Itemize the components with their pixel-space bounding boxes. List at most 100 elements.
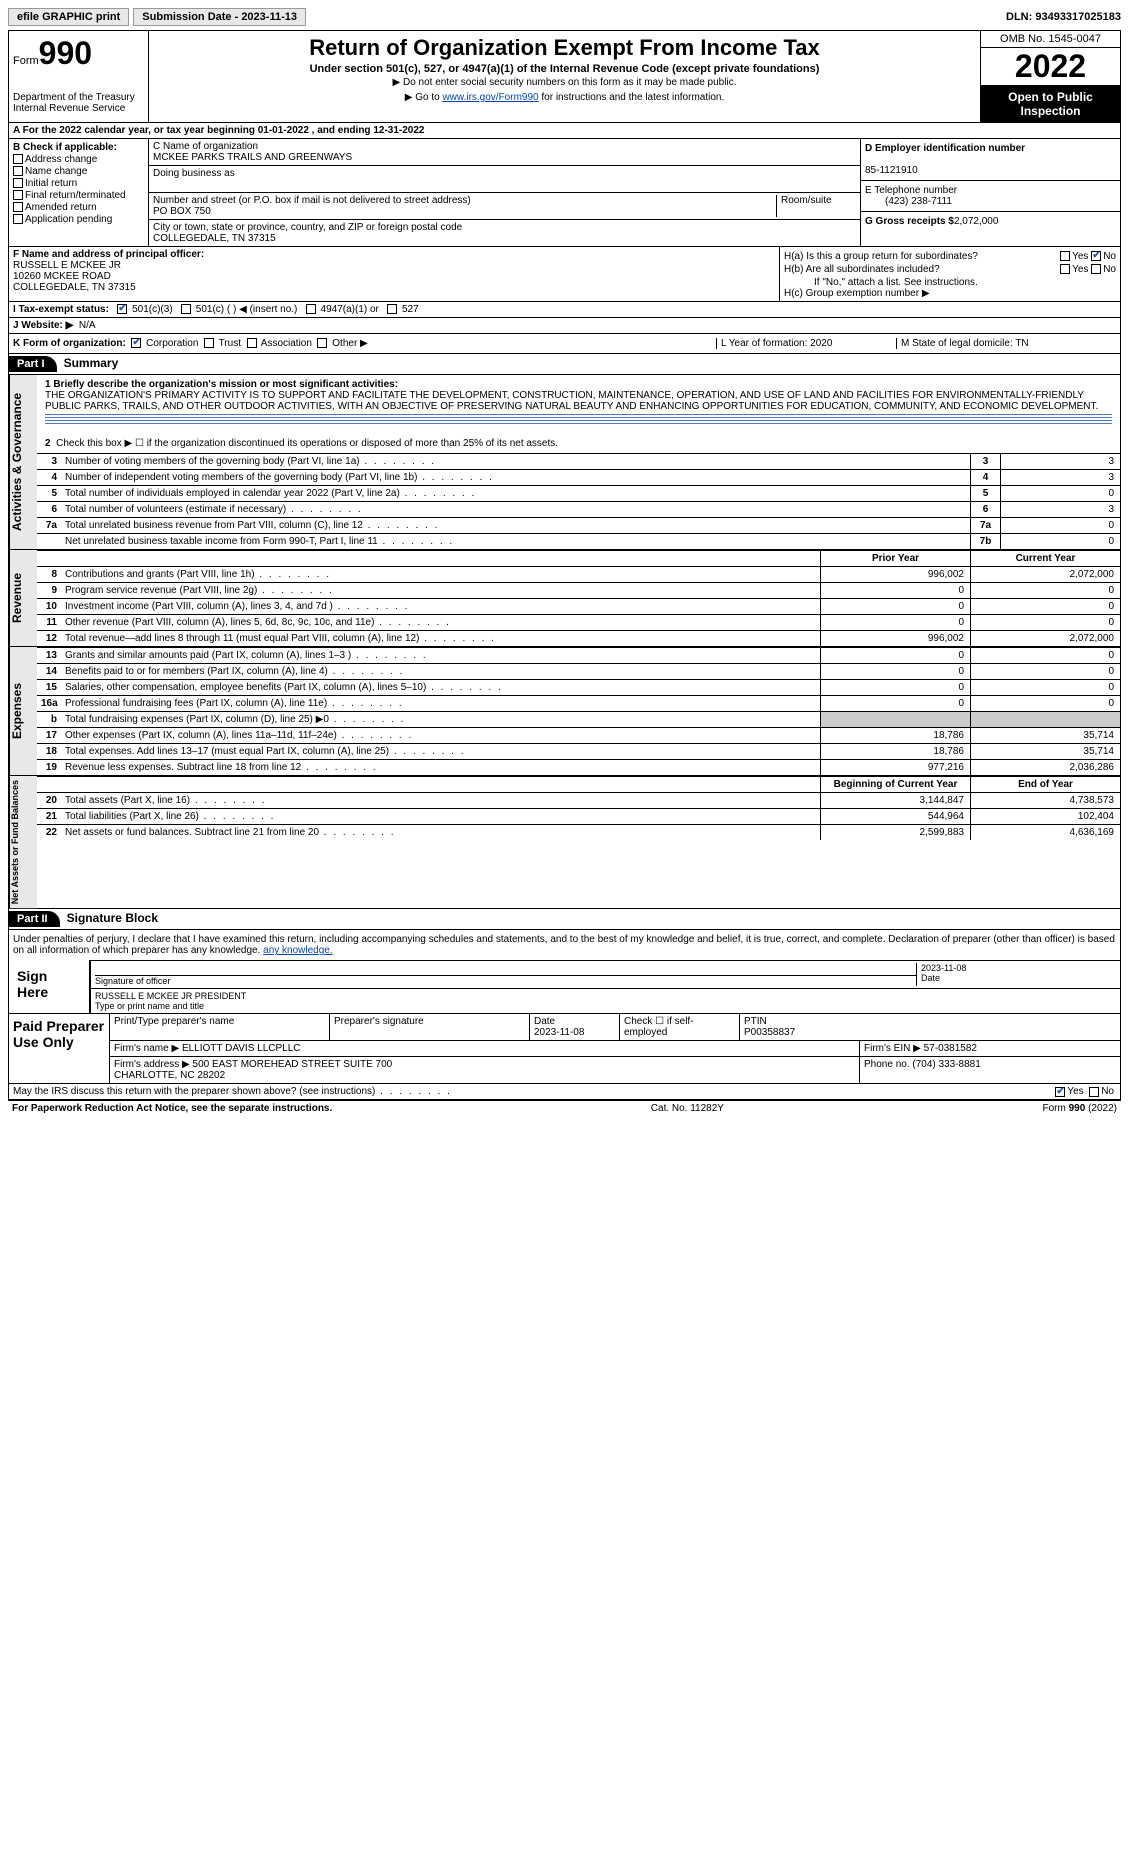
form-note-ssn: ▶ Do not enter social security numbers o… bbox=[153, 77, 976, 88]
part1-title: Summary bbox=[64, 356, 119, 370]
paperwork-notice: For Paperwork Reduction Act Notice, see … bbox=[12, 1103, 332, 1114]
data-row: 10Investment income (Part VIII, column (… bbox=[37, 598, 1120, 614]
cb-address-change[interactable] bbox=[13, 154, 23, 164]
open-to-public: Open to Public Inspection bbox=[981, 86, 1120, 122]
paid-preparer-label: Paid Preparer Use Only bbox=[9, 1014, 109, 1083]
dept-treasury: Department of the Treasury Internal Reve… bbox=[13, 92, 144, 114]
ptin: P00358837 bbox=[744, 1027, 795, 1038]
state-domicile: M State of legal domicile: TN bbox=[896, 338, 1116, 349]
data-row: 14Benefits paid to or for members (Part … bbox=[37, 663, 1120, 679]
page-footer: For Paperwork Reduction Act Notice, see … bbox=[8, 1100, 1121, 1116]
part1-header: Part I Summary bbox=[8, 354, 1121, 375]
tax-year: 2022 bbox=[981, 48, 1120, 86]
row-k-form-org: K Form of organization: Corporation Trus… bbox=[8, 334, 1121, 354]
gross-receipts: 2,072,000 bbox=[954, 216, 999, 227]
sign-here-label: Sign Here bbox=[9, 960, 89, 1013]
omb-number: OMB No. 1545-0047 bbox=[981, 31, 1120, 48]
form-label: Form bbox=[13, 55, 39, 67]
dln: DLN: 93493317025183 bbox=[1006, 11, 1121, 23]
col-f-officer: F Name and address of principal officer:… bbox=[9, 247, 780, 301]
cb-501c3[interactable] bbox=[117, 304, 127, 314]
telephone: (423) 238-7111 bbox=[885, 196, 952, 207]
data-row: 19Revenue less expenses. Subtract line 1… bbox=[37, 759, 1120, 775]
part2-label: Part II bbox=[9, 911, 60, 927]
vtab-expenses: Expenses bbox=[9, 647, 37, 775]
gov-row: 3Number of voting members of the governi… bbox=[37, 453, 1120, 469]
form-header: Form990 Department of the Treasury Inter… bbox=[8, 30, 1121, 123]
website-value: N/A bbox=[79, 320, 96, 331]
part2-header: Part II Signature Block bbox=[8, 909, 1121, 930]
form-link-row: ▶ Go to www.irs.gov/Form990 for instruct… bbox=[153, 92, 976, 103]
col-d-ein: D Employer identification number85-11219… bbox=[860, 139, 1120, 246]
col-b-checkboxes: B Check if applicable: Address change Na… bbox=[9, 139, 149, 246]
cb-501c[interactable] bbox=[181, 304, 191, 314]
part1-exp-section: Expenses 13Grants and similar amounts pa… bbox=[8, 647, 1121, 776]
part1-rev-section: Revenue Prior YearCurrent Year 8Contribu… bbox=[8, 550, 1121, 647]
any-knowledge-link[interactable]: any knowledge. bbox=[263, 945, 333, 956]
section-fh: F Name and address of principal officer:… bbox=[8, 247, 1121, 302]
col-c-org-info: C Name of organizationMCKEE PARKS TRAILS… bbox=[149, 139, 860, 246]
form-subtitle: Under section 501(c), 527, or 4947(a)(1)… bbox=[153, 63, 976, 75]
cb-ha-yes[interactable] bbox=[1060, 251, 1070, 261]
part1-ag-section: Activities & Governance 1 Briefly descri… bbox=[8, 375, 1121, 550]
row-j-website: J Website: ▶ N/A bbox=[8, 318, 1121, 334]
year-formation: L Year of formation: 2020 bbox=[716, 338, 896, 349]
cb-corporation[interactable] bbox=[131, 338, 141, 348]
firm-name: ELLIOTT DAVIS LLCPLLC bbox=[182, 1043, 301, 1054]
cb-initial-return[interactable] bbox=[13, 178, 23, 188]
efile-badge: efile GRAPHIC print bbox=[8, 8, 129, 26]
cb-application-pending[interactable] bbox=[13, 214, 23, 224]
data-row: bTotal fundraising expenses (Part IX, co… bbox=[37, 711, 1120, 727]
firm-ein: 57-0381582 bbox=[924, 1043, 977, 1054]
col-h-group: H(a) Is this a group return for subordin… bbox=[780, 247, 1120, 301]
data-row: 22Net assets or fund balances. Subtract … bbox=[37, 824, 1120, 840]
form-number: 990 bbox=[39, 35, 92, 71]
vtab-governance: Activities & Governance bbox=[9, 375, 37, 549]
cb-association[interactable] bbox=[247, 338, 257, 348]
part1-label: Part I bbox=[9, 356, 57, 372]
ein: 85-1121910 bbox=[865, 165, 918, 176]
gov-row: 6Total number of volunteers (estimate if… bbox=[37, 501, 1120, 517]
cb-other[interactable] bbox=[317, 338, 327, 348]
cb-name-change[interactable] bbox=[13, 166, 23, 176]
officer-signature-name: RUSSELL E MCKEE JR PRESIDENT bbox=[95, 991, 246, 1001]
cb-hb-no[interactable] bbox=[1091, 264, 1101, 274]
part2-title: Signature Block bbox=[67, 911, 158, 925]
gov-row: 7aTotal unrelated business revenue from … bbox=[37, 517, 1120, 533]
gov-row: 4Number of independent voting members of… bbox=[37, 469, 1120, 485]
officer-name: RUSSELL E MCKEE JR bbox=[13, 260, 121, 271]
row-i-tax-status: I Tax-exempt status: 501(c)(3) 501(c) ( … bbox=[8, 302, 1121, 318]
data-row: 15Salaries, other compensation, employee… bbox=[37, 679, 1120, 695]
part1-net-section: Net Assets or Fund Balances Beginning of… bbox=[8, 776, 1121, 909]
cb-527[interactable] bbox=[387, 304, 397, 314]
vtab-net-assets: Net Assets or Fund Balances bbox=[9, 776, 37, 908]
data-row: 8Contributions and grants (Part VIII, li… bbox=[37, 566, 1120, 582]
data-row: 18Total expenses. Add lines 13–17 (must … bbox=[37, 743, 1120, 759]
mission-text: THE ORGANIZATION'S PRIMARY ACTIVITY IS T… bbox=[45, 390, 1098, 412]
topbar: efile GRAPHIC print Submission Date - 20… bbox=[8, 8, 1121, 26]
cb-ha-no[interactable] bbox=[1091, 251, 1101, 261]
form-title: Return of Organization Exempt From Incom… bbox=[153, 35, 976, 61]
data-row: 11Other revenue (Part VIII, column (A), … bbox=[37, 614, 1120, 630]
cb-trust[interactable] bbox=[204, 338, 214, 348]
submission-date: Submission Date - 2023-11-13 bbox=[133, 8, 306, 26]
gov-row: 5Total number of individuals employed in… bbox=[37, 485, 1120, 501]
cb-4947[interactable] bbox=[306, 304, 316, 314]
cb-irs-no[interactable] bbox=[1089, 1087, 1099, 1097]
section-bcd: B Check if applicable: Address change Na… bbox=[8, 139, 1121, 247]
data-row: 17Other expenses (Part IX, column (A), l… bbox=[37, 727, 1120, 743]
signature-block: Under penalties of perjury, I declare th… bbox=[8, 930, 1121, 1100]
perjury-declaration: Under penalties of perjury, I declare th… bbox=[9, 930, 1120, 960]
cb-final-return[interactable] bbox=[13, 190, 23, 200]
data-row: 21Total liabilities (Part X, line 26)544… bbox=[37, 808, 1120, 824]
cb-irs-yes[interactable] bbox=[1055, 1087, 1065, 1097]
cb-hb-yes[interactable] bbox=[1060, 264, 1070, 274]
org-name: MCKEE PARKS TRAILS AND GREENWAYS bbox=[153, 152, 352, 163]
org-address: PO BOX 750 bbox=[153, 206, 211, 217]
data-row: 20Total assets (Part X, line 16)3,144,84… bbox=[37, 792, 1120, 808]
firm-phone: (704) 333-8881 bbox=[912, 1059, 980, 1070]
row-a-tax-year: A For the 2022 calendar year, or tax yea… bbox=[8, 123, 1121, 139]
form-page-label: Form 990 (2022) bbox=[1043, 1103, 1117, 1114]
irs-link[interactable]: www.irs.gov/Form990 bbox=[442, 92, 538, 103]
cb-amended[interactable] bbox=[13, 202, 23, 212]
